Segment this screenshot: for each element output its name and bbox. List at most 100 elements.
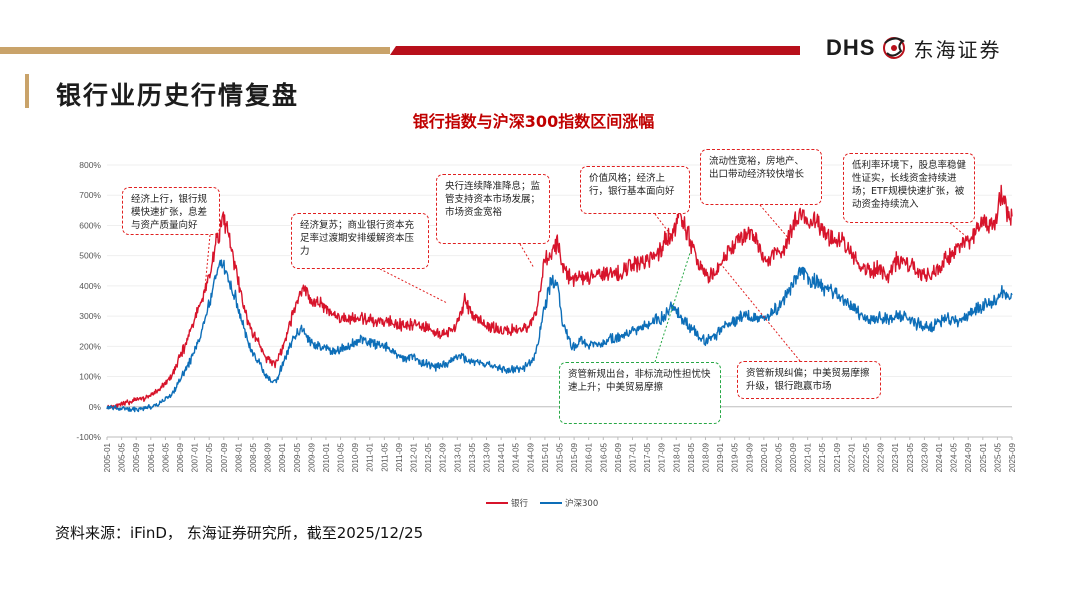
x-tick-label: 2018-05 — [687, 442, 696, 472]
x-tick-label: 2016-05 — [599, 442, 608, 472]
x-tick-label: 2010-05 — [337, 442, 346, 472]
x-tick-label: 2023-01 — [891, 442, 900, 472]
y-tick-label: 700% — [79, 190, 101, 200]
x-tick-label: 2017-05 — [643, 442, 652, 472]
y-tick-label: 400% — [79, 281, 101, 291]
x-tick-label: 2025-09 — [1008, 442, 1017, 472]
x-tick-label: 2005-05 — [118, 442, 127, 472]
annotation-note: 价值风格；经济上行，银行基本面向好 — [580, 166, 690, 214]
x-tick-label: 2018-01 — [672, 442, 681, 472]
y-tick-label: 0% — [89, 402, 102, 412]
x-tick-label: 2008-05 — [249, 442, 258, 472]
annotation-connector — [379, 268, 448, 304]
x-tick-label: 2023-09 — [920, 442, 929, 472]
x-tick-label: 2013-05 — [468, 442, 477, 472]
y-tick-label: 100% — [79, 372, 101, 382]
annotation-note: 经济复苏；商业银行资本充足率过渡期安排缓解资本压力 — [291, 213, 429, 269]
logo-chinese-name: 东海证券 — [913, 37, 1002, 62]
y-tick-label: -100% — [76, 432, 101, 442]
header-red-bar — [390, 46, 800, 55]
x-tick-label: 2025-01 — [979, 442, 988, 472]
x-tick-label: 2005-01 — [103, 442, 112, 472]
x-tick-label: 2009-09 — [307, 442, 316, 472]
x-tick-label: 2015-09 — [570, 442, 579, 472]
x-tick-label: 2008-01 — [234, 442, 243, 472]
x-tick-label: 2015-01 — [541, 442, 550, 472]
annotation-connector — [654, 252, 691, 363]
page-title: 银行业历史行情复盘 — [56, 81, 300, 110]
chart-series — [106, 184, 1013, 413]
x-tick-label: 2021-09 — [833, 442, 842, 472]
x-tick-label: 2006-01 — [147, 442, 156, 472]
x-tick-label: 2025-05 — [993, 442, 1002, 472]
x-tick-label: 2011-05 — [380, 442, 389, 471]
x-tick-label: 2007-05 — [205, 442, 214, 472]
x-tick-label: 2019-01 — [716, 442, 725, 472]
bank-series-line — [106, 184, 1013, 410]
annotation-note: 低利率环境下，股息率稳健性证实，长线资金持续进场；ETF规模快速扩张，被动资金持… — [843, 153, 975, 223]
annotation-note: 资管新规出台，非标流动性担忧快速上升；中美贸易摩擦 — [559, 362, 721, 424]
annotation-connector — [204, 234, 211, 289]
x-tick-label: 2011-09 — [395, 442, 404, 471]
x-tick-label: 2013-09 — [483, 442, 492, 472]
annotation-note: 资管新规纠偏；中美贸易摩擦升级，银行跑赢市场 — [737, 361, 881, 399]
annotation-connector — [719, 262, 801, 362]
company-logo: DHS 东海证券 — [826, 34, 1001, 62]
x-tick-label: 2011-01 — [366, 442, 375, 471]
x-tick-label: 2007-09 — [220, 442, 229, 472]
y-tick-label: 800% — [79, 160, 101, 170]
annotation-note: 流动性宽裕，房地产、出口带动经济较快增长 — [700, 149, 822, 205]
y-tick-label: 200% — [79, 341, 101, 351]
y-axis-ticks: -100% 0% 100% 200% 300% 400% 500% 600% 700% 800% — [76, 160, 101, 442]
x-tick-label: 2024-09 — [964, 442, 973, 472]
x-tick-label: 2018-09 — [701, 442, 710, 472]
x-tick-label: 2019-09 — [745, 442, 754, 472]
x-tick-label: 2007-01 — [191, 442, 200, 472]
x-tick-label: 2006-09 — [176, 442, 185, 472]
chart-legend: 银行 沪深300 — [486, 498, 598, 509]
x-tick-label: 2022-05 — [862, 442, 871, 472]
x-tick-label: 2010-09 — [351, 442, 360, 472]
annotation-connector — [654, 213, 674, 239]
x-tick-label: 2024-01 — [935, 442, 944, 472]
x-tick-label: 2009-05 — [293, 442, 302, 472]
x-tick-label: 2009-01 — [278, 442, 287, 472]
header-gold-bar — [0, 47, 390, 54]
x-tick-label: 2016-09 — [614, 442, 623, 472]
annotation-note: 央行连续降准降息；监管支持资本市场发展；市场资金宽裕 — [436, 174, 550, 244]
x-tick-label: 2012-01 — [410, 442, 419, 472]
x-tick-label: 2022-01 — [847, 442, 856, 472]
csi300-series-line — [106, 259, 1013, 413]
chart-title: 银行指数与沪深300指数区间涨幅 — [412, 112, 655, 131]
x-tick-label: 2022-09 — [877, 442, 886, 472]
x-tick-label: 2020-01 — [760, 442, 769, 472]
data-source: 资料来源：iFinD， 东海证券研究所，截至2025/12/25 — [55, 524, 424, 542]
x-tick-label: 2015-05 — [556, 442, 565, 472]
annotation-connector — [759, 204, 791, 241]
x-axis-ticks: 2005-01 2005-05 2005-09 2006-01 2006-05 2006-… — [103, 437, 1017, 472]
x-tick-label: 2006-05 — [161, 442, 170, 472]
annotation-note: 经济上行，银行规模快速扩张，息差与资产质量向好 — [122, 187, 220, 235]
y-tick-label: 600% — [79, 220, 101, 230]
x-tick-label: 2021-01 — [804, 442, 813, 472]
title-accent-bar — [25, 74, 29, 108]
x-tick-label: 2016-01 — [585, 442, 594, 472]
x-tick-label: 2010-01 — [322, 442, 331, 472]
legend-label-csi300: 沪深300 — [565, 498, 598, 509]
x-tick-label: 2012-09 — [439, 442, 448, 472]
x-tick-label: 2023-05 — [906, 442, 915, 472]
logo-text: DHS — [826, 35, 876, 60]
x-tick-label: 2024-05 — [950, 442, 959, 472]
x-tick-label: 2014-09 — [526, 442, 535, 472]
x-tick-label: 2020-05 — [774, 442, 783, 472]
y-tick-label: 300% — [79, 311, 101, 321]
x-tick-label: 2017-01 — [628, 442, 637, 472]
annotation-connector — [519, 243, 535, 269]
x-tick-label: 2014-05 — [512, 442, 521, 472]
x-tick-label: 2020-09 — [789, 442, 798, 472]
x-tick-label: 2005-09 — [132, 442, 141, 472]
x-tick-label: 2019-05 — [731, 442, 740, 472]
x-tick-label: 2014-01 — [497, 442, 506, 472]
y-tick-label: 500% — [79, 251, 101, 261]
